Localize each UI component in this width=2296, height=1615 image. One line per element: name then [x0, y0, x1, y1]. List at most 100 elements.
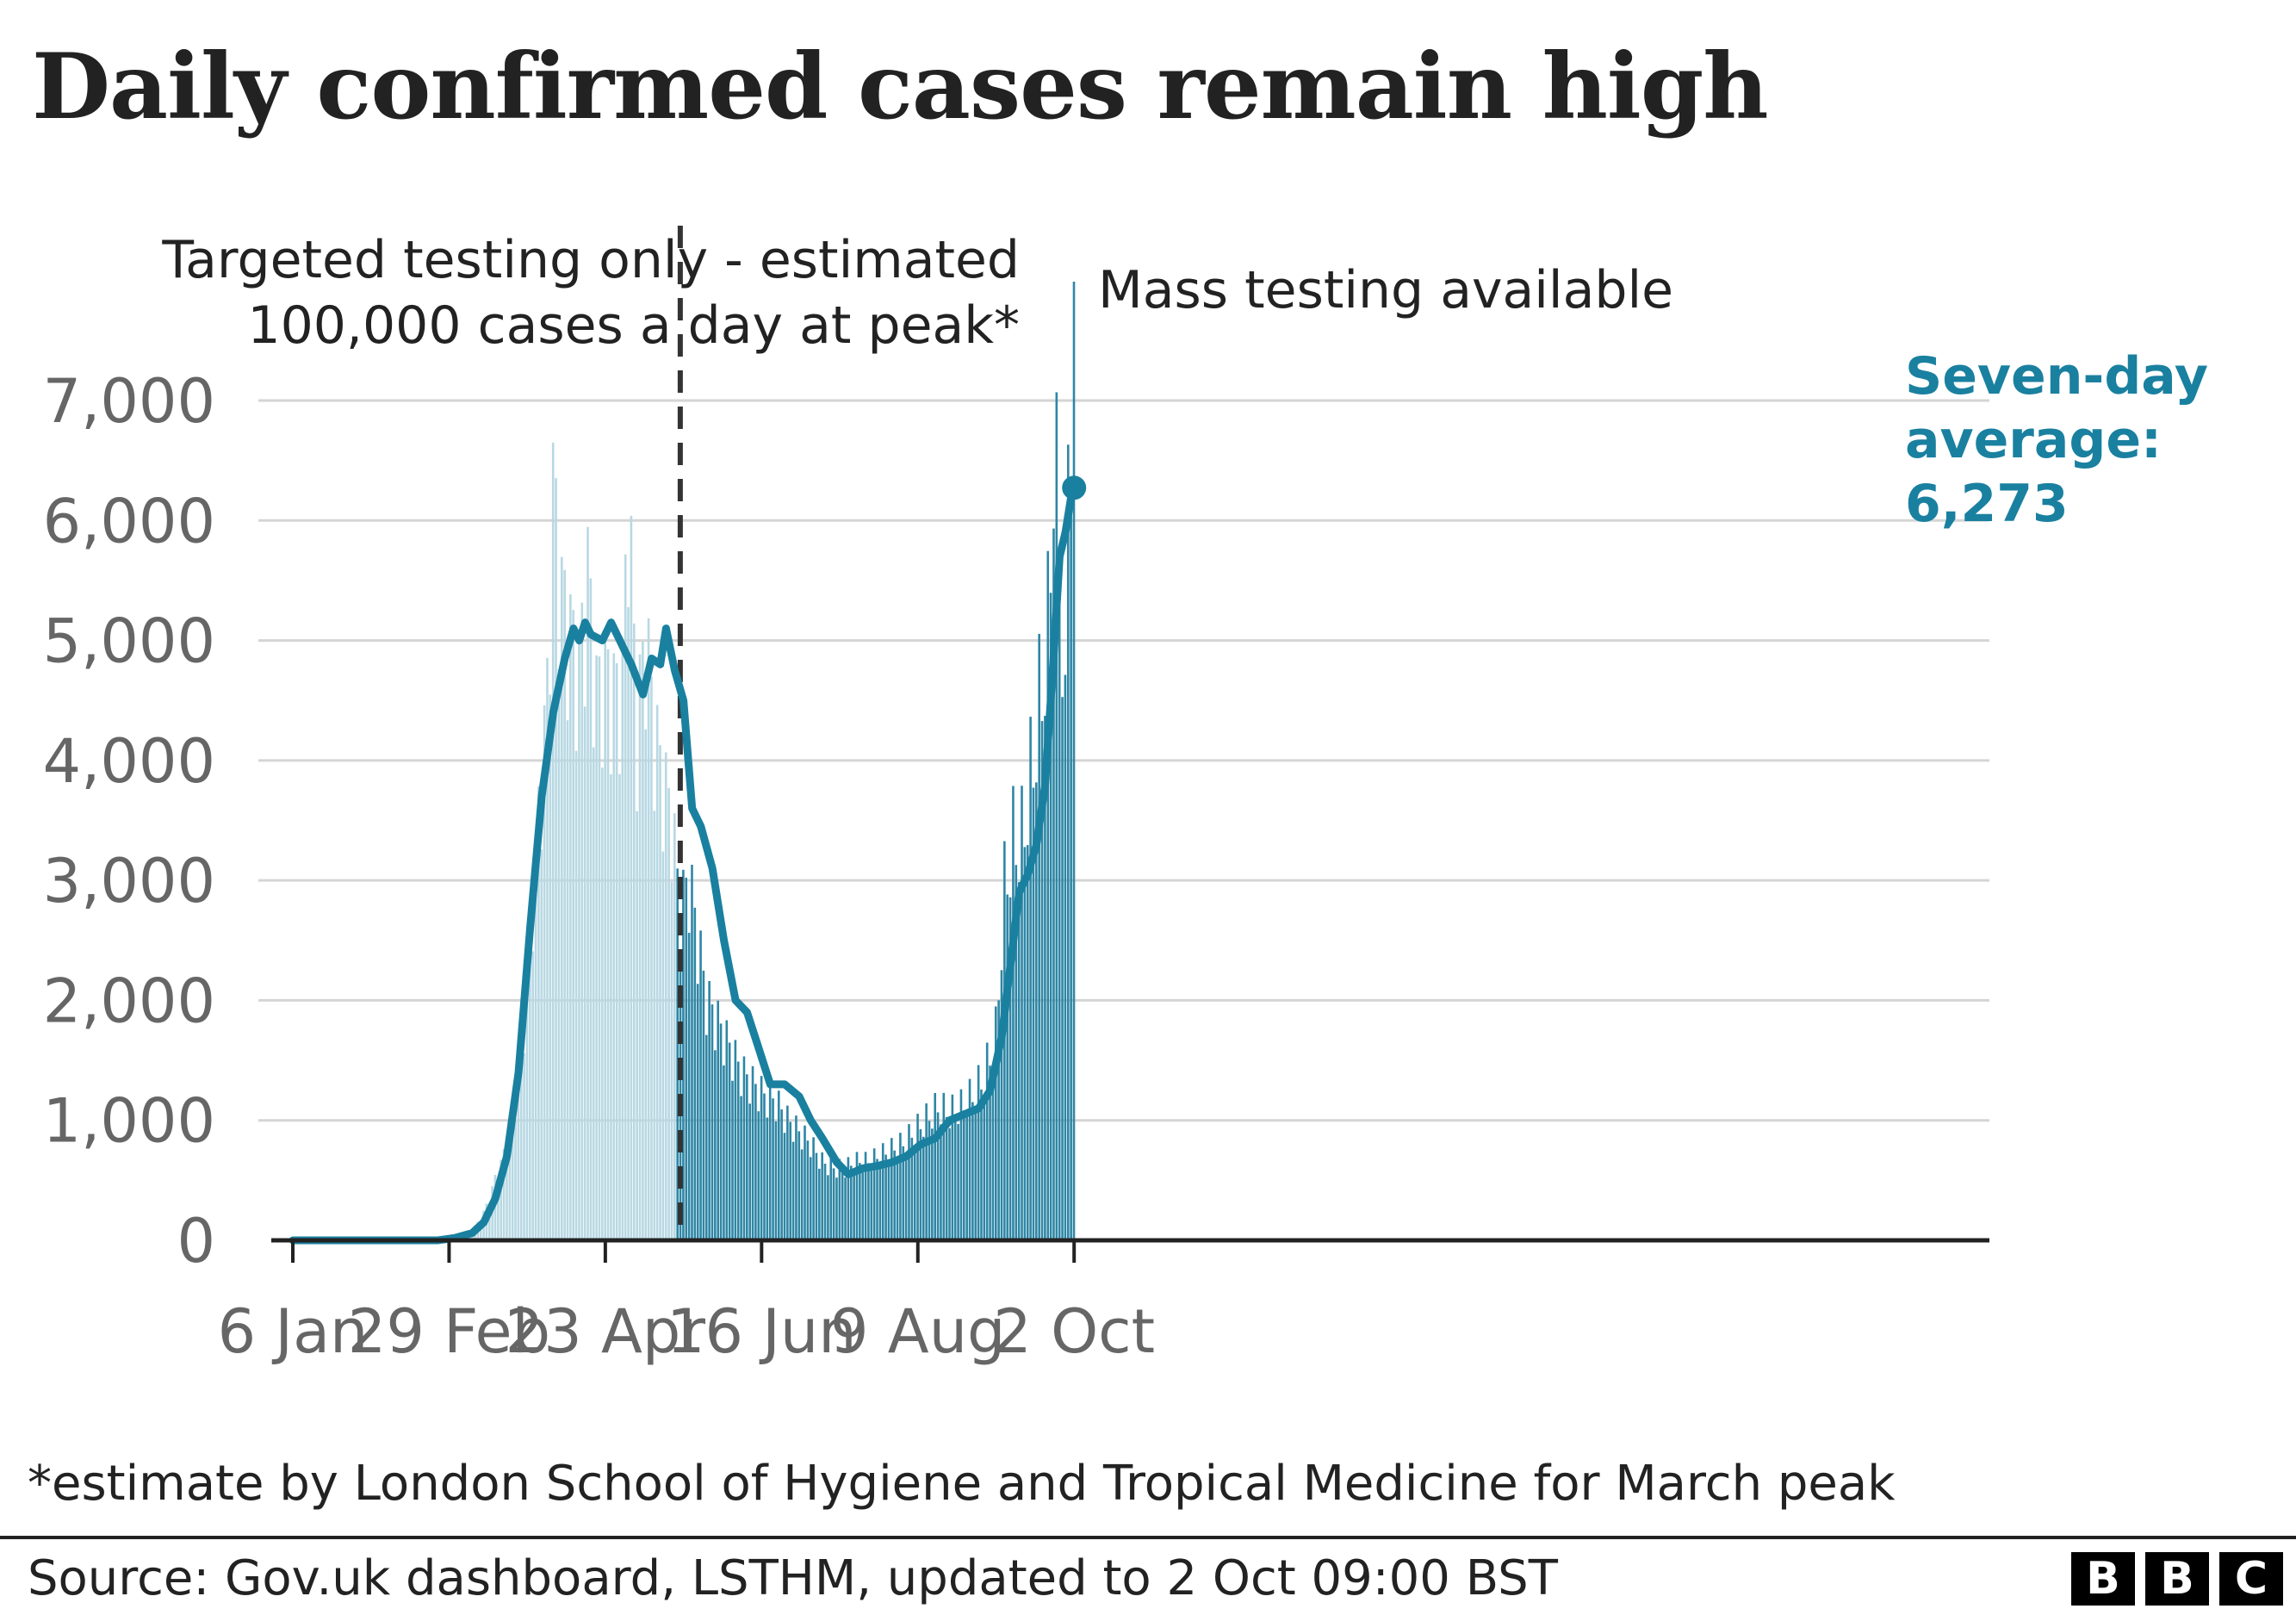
daily-bar [748, 1103, 751, 1240]
daily-bar [636, 811, 638, 1240]
daily-bar [968, 1078, 971, 1240]
daily-bar [497, 1182, 500, 1240]
chart: 0 1,000 2,000 3,000 4,000 5,000 6,000 7,000 6 J… [43, 226, 1989, 1367]
daily-bar [812, 1137, 815, 1240]
daily-bar [525, 963, 529, 1240]
daily-bar [867, 1163, 870, 1240]
daily-bar [621, 638, 624, 1240]
daily-bar [855, 1152, 859, 1240]
daily-bar [624, 554, 627, 1240]
daily-bar [638, 654, 642, 1240]
daily-bar [523, 1053, 525, 1240]
daily-bar [717, 1000, 720, 1240]
daily-bar [612, 653, 616, 1240]
daily-bar [815, 1152, 818, 1240]
daily-bar [1017, 882, 1021, 1240]
daily-bar [928, 1121, 931, 1240]
footnote: *estimate by London School of Hygiene an… [28, 1456, 1896, 1512]
daily-bar [618, 773, 621, 1240]
seven-day-average-line [289, 475, 1087, 1245]
daily-bar [951, 1094, 954, 1240]
daily-bar [514, 1121, 517, 1240]
targeted-testing-annotation: Targeted testing only - estimated 100,00… [162, 227, 1020, 358]
daily-bar [859, 1163, 861, 1240]
daily-bar [832, 1168, 835, 1240]
daily-bar [647, 618, 650, 1240]
daily-bar [823, 1163, 827, 1240]
daily-bar [1072, 281, 1076, 1241]
daily-bar [580, 602, 584, 1240]
daily-bar [546, 657, 549, 1240]
daily-bar [540, 849, 543, 1240]
daily-bar [1032, 787, 1035, 1240]
daily-bar [925, 1103, 928, 1240]
logo-letter-3: C [2219, 1552, 2283, 1606]
daily-bar [1012, 786, 1015, 1240]
daily-bar [685, 878, 688, 1240]
daily-bar [551, 442, 555, 1240]
daily-bar [632, 623, 636, 1240]
daily-bar [604, 628, 606, 1240]
daily-bar [757, 1111, 760, 1240]
daily-bar [1021, 786, 1023, 1240]
daily-bar [940, 1124, 942, 1240]
daily-bar [508, 1125, 512, 1240]
daily-bar [829, 1157, 833, 1240]
daily-bar [899, 1133, 902, 1240]
daily-bar [644, 729, 648, 1240]
daily-bar [847, 1157, 850, 1240]
logo-letter-1: B [2071, 1552, 2135, 1606]
daily-bar [766, 1117, 769, 1240]
mass-testing-annotation: Mass testing available [1098, 260, 1674, 320]
daily-bar [809, 1157, 812, 1240]
daily-bar [890, 1138, 893, 1240]
daily-bar [991, 1066, 995, 1240]
daily-bar [1058, 588, 1061, 1240]
daily-bar [583, 706, 586, 1240]
y-tick-label: 0 [177, 1206, 215, 1276]
x-tick-label: 9 Aug [830, 1296, 1005, 1367]
daily-bar [719, 1023, 723, 1240]
daily-bar [760, 1076, 763, 1240]
daily-bar [702, 970, 705, 1240]
daily-bar [795, 1115, 797, 1240]
daily-bar [606, 649, 610, 1240]
daily-bar [896, 1158, 899, 1240]
daily-bar [1046, 550, 1050, 1240]
seven-day-average-label: Seven-day average: 6,273 [1905, 345, 2208, 536]
daily-bar [693, 907, 697, 1240]
daily-bar [980, 1089, 983, 1240]
chart-title: Daily confirmed cases remain high [32, 33, 1769, 140]
daily-bar [704, 1034, 708, 1240]
daily-bar [578, 631, 580, 1240]
daily-bar [977, 1065, 980, 1240]
daily-bar [835, 1177, 838, 1240]
y-tick-label: 4,000 [43, 726, 215, 797]
daily-bar [714, 1050, 717, 1240]
daily-bar [519, 1045, 523, 1240]
daily-bar [650, 676, 653, 1240]
daily-bar [1064, 674, 1067, 1240]
daily-bar [919, 1129, 922, 1240]
daily-bar [670, 882, 673, 1240]
daily-bar [627, 606, 630, 1240]
daily-bar [1052, 528, 1055, 1240]
daily-bar [589, 578, 593, 1240]
daily-bar [534, 834, 537, 1240]
daily-bar [487, 1204, 491, 1240]
x-tick-label: 2 Oct [993, 1296, 1155, 1367]
daily-bar [537, 786, 540, 1240]
daily-bar [806, 1140, 810, 1240]
daily-bar [904, 1152, 908, 1240]
y-tick-label: 5,000 [43, 606, 215, 677]
daily-bar [543, 705, 546, 1240]
daily-bar [959, 1089, 963, 1240]
daily-bar [511, 1109, 514, 1240]
daily-bar [821, 1152, 823, 1240]
daily-bar [529, 915, 531, 1240]
daily-bar [746, 1074, 748, 1240]
daily-bar [653, 811, 656, 1240]
daily-bar [881, 1143, 884, 1240]
daily-bar [586, 526, 589, 1240]
